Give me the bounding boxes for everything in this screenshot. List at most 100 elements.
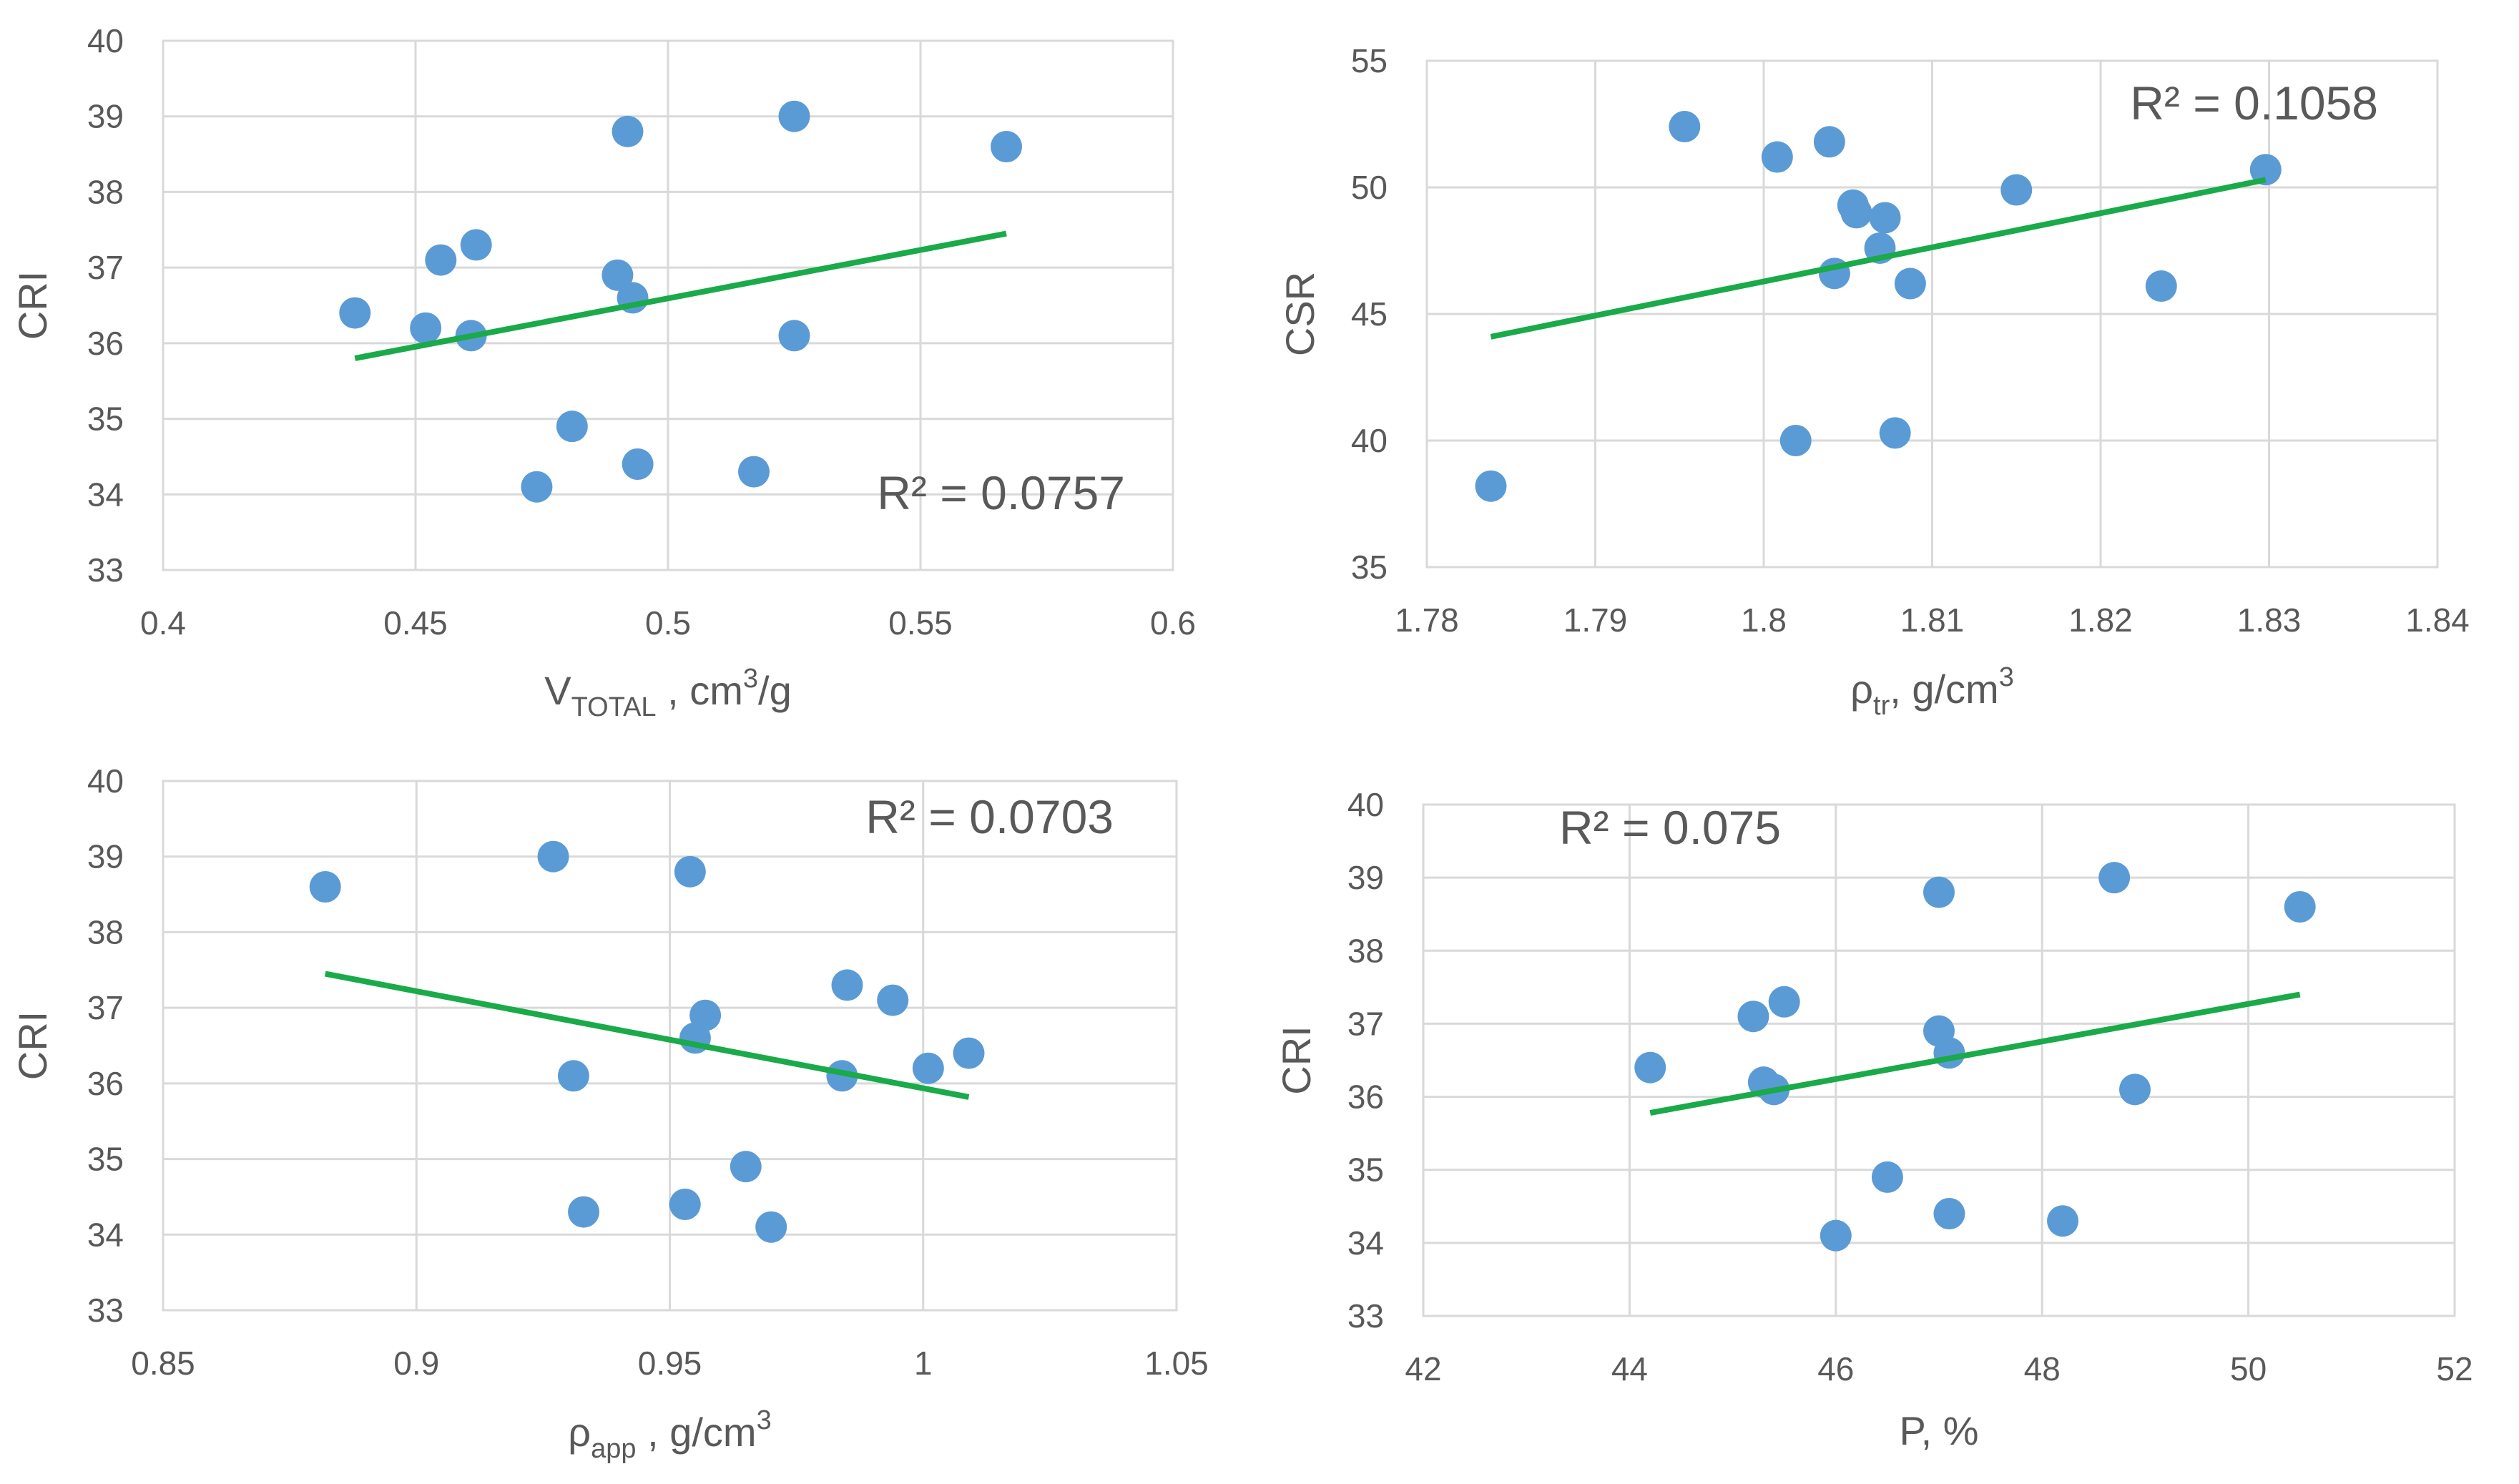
x-tick-label: 1	[914, 1345, 933, 1382]
data-point	[2047, 1205, 2079, 1237]
x-axis-title-sup: 3	[743, 664, 758, 694]
data-point	[1894, 267, 1926, 300]
data-point	[1879, 417, 1911, 449]
x-tick-label: 1.82	[2068, 601, 2133, 639]
x-tick-label: 0.55	[888, 604, 953, 642]
x-axis-title-main: V	[544, 668, 571, 713]
data-point	[339, 297, 371, 329]
data-point	[2145, 270, 2177, 303]
x-axis-title-main: ρ	[568, 1410, 591, 1455]
y-tick-label: 35	[1351, 549, 1388, 586]
data-point	[425, 244, 457, 276]
x-axis-title: P, %	[1899, 1408, 1978, 1453]
x-tick-label: 1.79	[1563, 601, 1628, 639]
y-tick-label: 36	[1347, 1078, 1384, 1116]
data-point	[1869, 202, 1901, 234]
y-tick-label: 34	[87, 476, 124, 513]
x-tick-label: 48	[2024, 1350, 2061, 1387]
x-tick-label: 0.45	[383, 604, 448, 642]
y-tick-label: 45	[1351, 295, 1388, 333]
x-tick-label: 50	[2230, 1350, 2267, 1387]
y-tick-label: 37	[1347, 1005, 1384, 1042]
x-axis-title-rest: , g/cm	[1890, 667, 1998, 712]
x-tick-label: 0.95	[638, 1345, 702, 1382]
y-tick-label: 50	[1351, 169, 1388, 206]
y-tick-label: 35	[1347, 1151, 1384, 1189]
y-tick-label: 33	[1347, 1297, 1384, 1335]
y-axis-title: CSR	[1277, 272, 1322, 356]
data-point	[1475, 470, 1507, 502]
data-point	[826, 1060, 858, 1092]
x-tick-label: 1.81	[1900, 601, 1965, 639]
data-point	[738, 456, 770, 488]
x-tick-label: 1.05	[1144, 1345, 1209, 1382]
data-point	[1768, 986, 1800, 1018]
y-tick-label: 35	[87, 401, 124, 438]
data-point	[2118, 1073, 2151, 1106]
y-tick-label: 55	[1351, 42, 1388, 79]
r-squared-label: R² = 0.0757	[877, 466, 1125, 519]
x-tick-label: 0.6	[1150, 604, 1196, 642]
x-tick-label: 1.78	[1395, 601, 1459, 639]
data-point	[730, 1151, 762, 1183]
data-point	[410, 312, 442, 344]
data-point	[1634, 1051, 1666, 1083]
x-tick-label: 1.84	[2405, 601, 2470, 639]
data-point	[953, 1037, 985, 1069]
data-point	[831, 969, 863, 1001]
x-axis-title-sub: TOTAL	[571, 692, 657, 722]
data-point	[460, 229, 492, 261]
y-tick-label: 34	[87, 1216, 124, 1253]
y-tick-label: 34	[1347, 1224, 1384, 1262]
data-point	[1820, 1219, 1852, 1252]
data-point	[1761, 141, 1793, 173]
x-axis-title-rest: , cm	[657, 668, 743, 713]
scatter-panel-rhoapp-vs-cri: 0.85 0.9 0.95 1 1.05 33 34 35 36 37 38 39 40 R² = 0.0…	[10, 762, 1209, 1464]
y-tick-label: 36	[87, 1065, 124, 1102]
r-squared-label: R² = 0.075	[1559, 801, 1781, 854]
data-point	[521, 471, 553, 503]
y-tick-label: 37	[87, 249, 124, 286]
data-point	[556, 411, 588, 443]
y-tick-label: 39	[87, 838, 124, 875]
data-point	[669, 1189, 701, 1220]
x-axis-title-sub: tr	[1873, 691, 1890, 721]
y-tick-label: 39	[1347, 859, 1384, 896]
y-tick-label: 33	[87, 551, 124, 589]
data-point	[2000, 174, 2033, 206]
y-tick-label: 40	[1351, 422, 1388, 459]
scatter-panel-rhotr-vs-csr: 1.78 1.79 1.8 1.81 1.82 1.83 1.84 35 40 45 50 55 R² …	[1277, 42, 2470, 721]
plot-area-border	[1422, 803, 2456, 1317]
y-tick-label: 38	[87, 913, 124, 950]
y-tick-label: 38	[1347, 932, 1384, 969]
data-point	[612, 115, 644, 147]
x-tick-label: 46	[1817, 1350, 1854, 1387]
y-tick-label: 39	[87, 98, 124, 135]
data-point	[778, 320, 810, 352]
y-tick-label: 36	[87, 325, 124, 362]
data-point	[2284, 891, 2316, 923]
data-point	[1779, 425, 1812, 456]
y-tick-label: 33	[87, 1292, 124, 1329]
r-squared-label: R² = 0.0703	[865, 790, 1114, 843]
data-point	[1737, 1001, 1769, 1033]
y-tick-label: 35	[87, 1141, 124, 1178]
scatter-panel-porosity-vs-cri: 42 44 46 48 50 52 33 34 35 36 37 38 39 40 R² = 0.075 CR…	[1274, 786, 2473, 1453]
data-point	[2249, 154, 2282, 186]
y-axis-title: CRI	[1274, 1026, 1319, 1094]
x-tick-label: 1.83	[2237, 601, 2302, 639]
x-axis-title-sup: 3	[757, 1405, 772, 1435]
y-axis-title: CRI	[10, 1011, 55, 1080]
y-tick-label: 40	[87, 762, 124, 800]
x-tick-label: 0.9	[393, 1345, 439, 1382]
trendline	[354, 230, 1007, 361]
data-point	[755, 1211, 787, 1243]
data-point	[1840, 197, 1872, 229]
data-point	[991, 131, 1023, 162]
data-point	[1669, 111, 1701, 143]
data-point	[537, 840, 569, 873]
data-point	[1933, 1037, 1965, 1069]
y-tick-label: 40	[1347, 786, 1384, 823]
x-tick-label: 52	[2436, 1350, 2473, 1387]
